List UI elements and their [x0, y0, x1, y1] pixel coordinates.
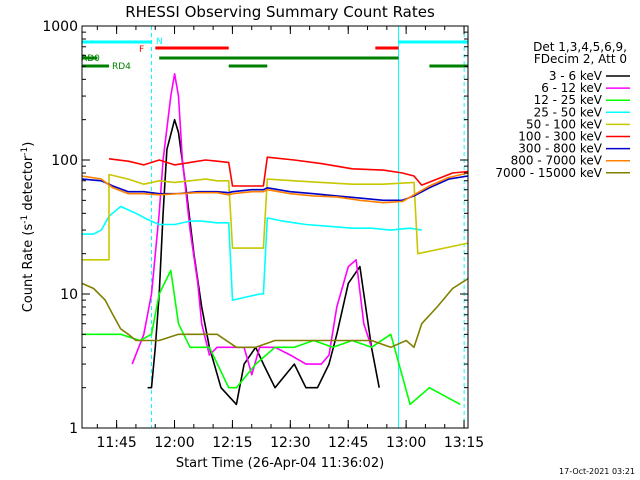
vertical-markers: [150, 26, 465, 428]
series-line-5: [108, 156, 469, 187]
x-tick-label-1: 12:00: [154, 435, 194, 451]
series-line-0: [147, 118, 380, 406]
flag-rd0-label: RD0: [81, 54, 100, 64]
x-tick-label-4: 12:45: [328, 435, 368, 451]
y-axis-label: Count Rate (s-1 detector-1): [20, 142, 36, 313]
x-axis-ticks: 11:45 12:00 12:15 12:30 12:45 13:00 13:15: [96, 26, 484, 451]
flag-n-label: N: [156, 37, 163, 47]
legend-entry-3: 25 - 50 keV: [534, 105, 603, 119]
y-axis-ticks: 1 10 100 1000: [42, 19, 468, 437]
legend-entry-0: 3 - 6 keV: [549, 69, 603, 83]
y-tick-label-2: 100: [51, 153, 78, 169]
x-tick-label-2: 12:15: [212, 435, 252, 451]
data-series: [81, 73, 469, 406]
series-line-4: [82, 173, 469, 261]
x-tick-label-5: 13:00: [386, 435, 426, 451]
flag-bars: [82, 40, 468, 68]
y-tick-label-0: 1: [69, 421, 78, 437]
legend-entry-2: 12 - 25 keV: [534, 93, 603, 107]
series-line-3: [82, 205, 422, 301]
legend-entry-1: 6 - 12 keV: [541, 81, 603, 95]
legend: Det 1,3,4,5,6,9,FDecim 2, Att 0 3 - 6 keV…: [495, 40, 630, 180]
x-tick-label-6: 13:15: [444, 435, 484, 451]
y-label-sup1: -1: [20, 215, 30, 224]
y-label-mid: detector: [21, 155, 36, 215]
legend-entry-5: 100 - 300 keV: [518, 130, 602, 144]
x-axis-label: Start Time (26-Apr-04 11:36:02): [176, 456, 384, 471]
legend-entry-6: 300 - 800 keV: [518, 142, 602, 156]
series-line-2: [82, 269, 461, 406]
plot-frame: [81, 25, 469, 429]
legend-header-0: Det 1,3,4,5,6,9,: [533, 40, 627, 54]
legend-entry-8: 7000 - 15000 keV: [495, 166, 602, 180]
series-line-8: [81, 278, 469, 349]
y-label-end: ): [21, 142, 36, 147]
y-label-sup2: -1: [20, 147, 30, 156]
y-label-main: Count Rate (s: [21, 224, 36, 313]
series-line-1: [131, 73, 373, 376]
legend-entry-7: 800 - 7000 keV: [511, 154, 603, 168]
x-tick-label-0: 11:45: [96, 435, 136, 451]
series-line-7: [81, 172, 469, 204]
footer-timestamp: 17-Oct-2021 03:21: [559, 467, 635, 476]
y-tick-label-3: 1000: [42, 19, 78, 35]
flag-f-label: F: [139, 45, 144, 55]
x-tick-label-3: 12:30: [270, 435, 310, 451]
legend-entry-4: 50 - 100 keV: [526, 117, 603, 131]
chart-title: RHESSI Observing Summary Count Rates: [125, 3, 435, 21]
flag-rd4-label: RD4: [112, 62, 131, 72]
y-tick-label-1: 10: [60, 287, 78, 303]
legend-header-1: FDecim 2, Att 0: [534, 52, 627, 66]
